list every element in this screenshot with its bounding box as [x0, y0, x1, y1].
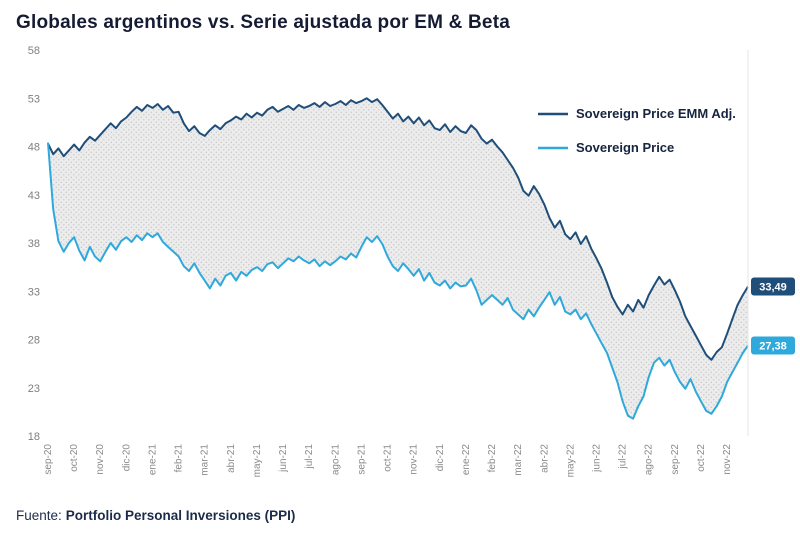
- x-axis-tick-label: dic-20: [121, 444, 132, 472]
- legend-label-1: Sovereign Price: [576, 140, 674, 155]
- x-axis-tick-label: ene-21: [147, 444, 158, 476]
- x-axis-tick-label: abr-22: [539, 444, 550, 473]
- x-axis-tick-label: sep-22: [670, 444, 681, 475]
- x-axis-tick-label: jun-21: [278, 444, 289, 473]
- x-axis-tick-label: feb-21: [174, 444, 185, 473]
- page-title: Globales argentinos vs. Serie ajustada p…: [16, 12, 510, 33]
- x-axis-tick-label: nov-20: [95, 444, 106, 475]
- source-prefix: Fuente:: [16, 508, 62, 523]
- x-axis-tick-label: nov-21: [409, 444, 420, 475]
- x-axis-tick-label: mar-22: [513, 444, 524, 476]
- x-axis-tick-label: dic-21: [435, 444, 446, 472]
- y-axis-tick-label: 18: [28, 431, 40, 443]
- x-axis-tick-label: may-21: [252, 444, 263, 478]
- x-axis-tick-label: ago-22: [644, 444, 655, 476]
- y-axis-tick-label: 33: [28, 286, 40, 298]
- legend-label-0: Sovereign Price EMM Adj.: [576, 106, 736, 121]
- end-label-badge-0: [751, 277, 795, 296]
- source-line: Fuente: Portfolio Personal Inversiones (P…: [0, 506, 800, 523]
- x-axis-tick-label: oct-20: [69, 444, 80, 472]
- chart-area: 18 23 28 33 38 43 48 53 58 sep-20 oct-20 nov-20 dic-…: [0, 36, 800, 506]
- series-line-1: [47, 142, 749, 420]
- x-axis-tick-label: abr-21: [226, 444, 237, 473]
- end-label-text-1: 27,38: [759, 340, 787, 352]
- chart-svg: 18 23 28 33 38 43 48 53 58 sep-20 oct-20 nov-20 dic-…: [28, 45, 795, 478]
- y-axis-tick-label: 38: [28, 238, 40, 250]
- series-line-0: [47, 97, 749, 361]
- x-axis-tick-label: jul-22: [618, 444, 629, 470]
- y-axis-tick-label: 58: [28, 45, 40, 57]
- y-axis-tick-label: 28: [28, 335, 40, 347]
- x-axis-tick-label: may-22: [565, 444, 576, 478]
- y-axis-tick-label: 48: [28, 142, 40, 154]
- x-axis-tick-label: sep-21: [356, 444, 367, 475]
- end-label-badge-1: [751, 336, 795, 355]
- end-label-text-0: 33,49: [759, 282, 787, 294]
- y-axis-tick-label: 53: [28, 93, 40, 105]
- x-axis-tick-label: jul-21: [304, 444, 315, 470]
- x-axis-tick-label: mar-21: [200, 444, 211, 476]
- source-name: Portfolio Personal Inversiones (PPI): [65, 508, 296, 523]
- x-axis-tick-label: ago-21: [330, 444, 341, 476]
- x-axis-tick-label: sep-20: [43, 444, 54, 475]
- x-axis-tick-label: feb-22: [487, 444, 498, 473]
- x-axis-tick-label: nov-22: [722, 444, 733, 475]
- y-axis-tick-label: 43: [28, 190, 40, 202]
- x-axis-tick-label: ene-22: [461, 444, 472, 476]
- y-axis-tick-label: 23: [28, 383, 40, 395]
- x-axis-tick-label: oct-22: [696, 444, 707, 472]
- x-axis-tick-label: jun-22: [592, 444, 603, 473]
- area-between-series: [48, 98, 748, 419]
- x-axis-tick-label: oct-21: [383, 444, 394, 472]
